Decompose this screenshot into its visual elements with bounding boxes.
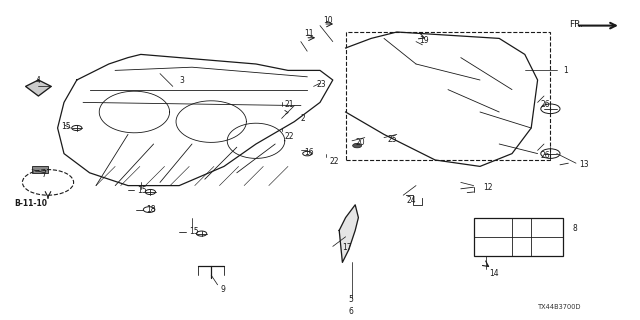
Text: TX44B3700D: TX44B3700D xyxy=(538,304,581,310)
FancyBboxPatch shape xyxy=(32,166,48,173)
Text: 26: 26 xyxy=(541,151,550,160)
Text: 18: 18 xyxy=(146,205,156,214)
Text: 21: 21 xyxy=(285,100,294,108)
Text: 15: 15 xyxy=(61,122,70,131)
Text: 22: 22 xyxy=(285,132,294,140)
Text: 10: 10 xyxy=(323,16,333,25)
Text: 3: 3 xyxy=(179,76,184,84)
Text: 8: 8 xyxy=(573,224,577,233)
Text: 22: 22 xyxy=(330,157,339,166)
Text: 7: 7 xyxy=(42,170,47,179)
Polygon shape xyxy=(26,80,51,96)
Text: 14: 14 xyxy=(490,269,499,278)
Text: 15: 15 xyxy=(138,186,147,195)
Circle shape xyxy=(353,143,362,148)
Text: 13: 13 xyxy=(579,160,589,169)
Text: 5: 5 xyxy=(349,295,354,304)
Text: 6: 6 xyxy=(349,308,354,316)
Text: 9: 9 xyxy=(221,285,226,294)
Text: 20: 20 xyxy=(355,138,365,147)
Text: 15: 15 xyxy=(189,228,198,236)
Text: 23: 23 xyxy=(317,80,326,89)
Text: 1: 1 xyxy=(563,66,568,75)
Text: 17: 17 xyxy=(342,244,352,252)
Text: FR.: FR. xyxy=(570,20,584,28)
Text: 24: 24 xyxy=(406,196,416,204)
Text: 25: 25 xyxy=(387,135,397,144)
Text: 19: 19 xyxy=(419,36,429,44)
Text: 2: 2 xyxy=(301,114,305,123)
Polygon shape xyxy=(339,205,358,262)
Text: B-11-10: B-11-10 xyxy=(14,199,47,208)
Text: 4: 4 xyxy=(35,76,40,84)
Text: 12: 12 xyxy=(483,183,493,192)
Text: 11: 11 xyxy=(304,29,314,38)
Text: 16: 16 xyxy=(304,148,314,156)
Text: 26: 26 xyxy=(541,100,550,108)
